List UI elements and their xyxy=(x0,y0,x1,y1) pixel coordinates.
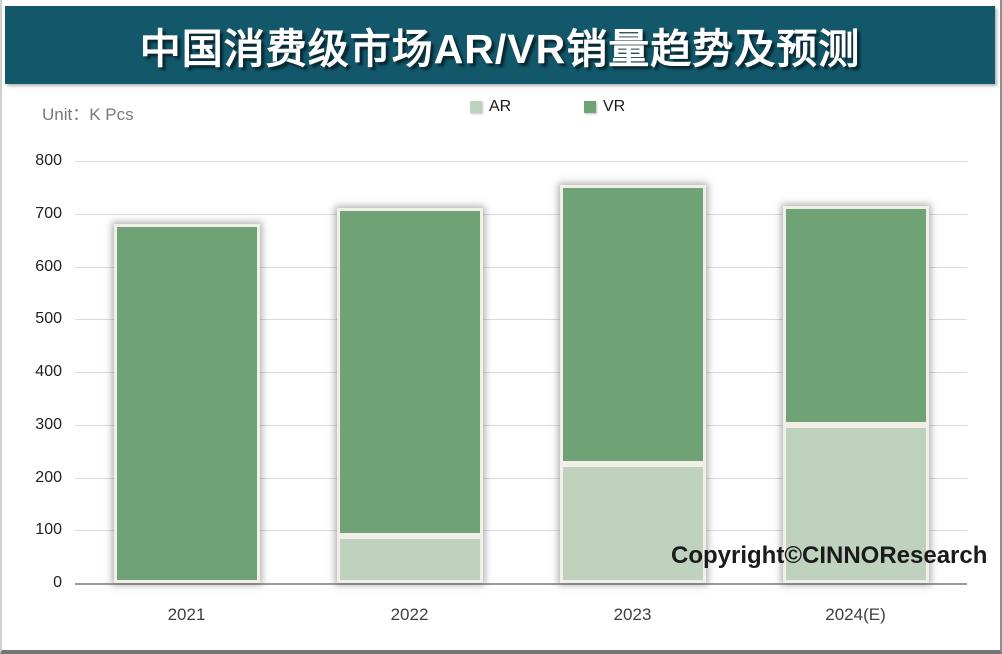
y-axis-tick-0: 0 xyxy=(53,574,62,591)
bar-segment-ar-2024(E) xyxy=(782,424,929,583)
bar-2024(E) xyxy=(782,205,929,583)
bar-segment-ar-2022 xyxy=(336,535,483,583)
y-axis-tick-300: 300 xyxy=(35,415,62,433)
gridline-400 xyxy=(75,372,967,373)
gridline-300 xyxy=(75,424,967,426)
legend-label-vr: VR xyxy=(603,98,626,115)
legend-label-ar: AR xyxy=(489,98,512,115)
vr-legend-swatch-icon xyxy=(584,101,596,113)
bar-segment-vr-2024(E) xyxy=(782,205,929,425)
legend-item-ar: AR xyxy=(470,98,511,116)
unit-label: Unit：K Pcs xyxy=(42,105,134,124)
y-axis-tick-100: 100 xyxy=(35,521,62,539)
x-axis-label-2024(E): 2024(E) xyxy=(825,605,886,624)
bar-2022 xyxy=(336,208,483,583)
gridline-100 xyxy=(75,530,967,532)
gridline-700 xyxy=(75,213,967,215)
title-banner: 中国消费级市场AR/VR销量趋势及预测 xyxy=(5,6,995,84)
ar-legend-swatch-icon xyxy=(470,101,482,113)
x-axis-line xyxy=(75,583,967,585)
gridline-600 xyxy=(75,266,967,268)
gridline-800 xyxy=(75,161,967,162)
bar-2023 xyxy=(559,184,706,583)
gridline-500 xyxy=(75,319,967,321)
y-axis-tick-600: 600 xyxy=(35,257,62,275)
legend-item-vr: VR xyxy=(584,98,625,116)
chart-title: 中国消费级市场AR/VR销量趋势及预测 xyxy=(139,26,861,72)
bar-segment-ar-2023 xyxy=(559,464,706,583)
x-axis-label-2023: 2023 xyxy=(613,605,652,624)
y-axis-tick-800: 800 xyxy=(35,152,62,169)
bar-segment-vr-2022 xyxy=(336,208,483,536)
y-axis-tick-700: 700 xyxy=(35,204,62,222)
y-axis-tick-500: 500 xyxy=(35,310,62,328)
legend: AR VR xyxy=(0,98,1002,120)
y-axis-tick-400: 400 xyxy=(35,363,62,380)
x-axis-label-2021: 2021 xyxy=(167,605,206,624)
bar-segment-vr-2021 xyxy=(113,224,260,583)
gridline-200 xyxy=(75,477,967,479)
bar-segment-vr-2023 xyxy=(559,184,706,465)
copyright-watermark: Copyright©CINNOResearch xyxy=(671,542,988,569)
y-axis-tick-200: 200 xyxy=(35,468,62,486)
bar-2021 xyxy=(113,224,260,583)
x-axis-label-2022: 2022 xyxy=(390,605,429,624)
